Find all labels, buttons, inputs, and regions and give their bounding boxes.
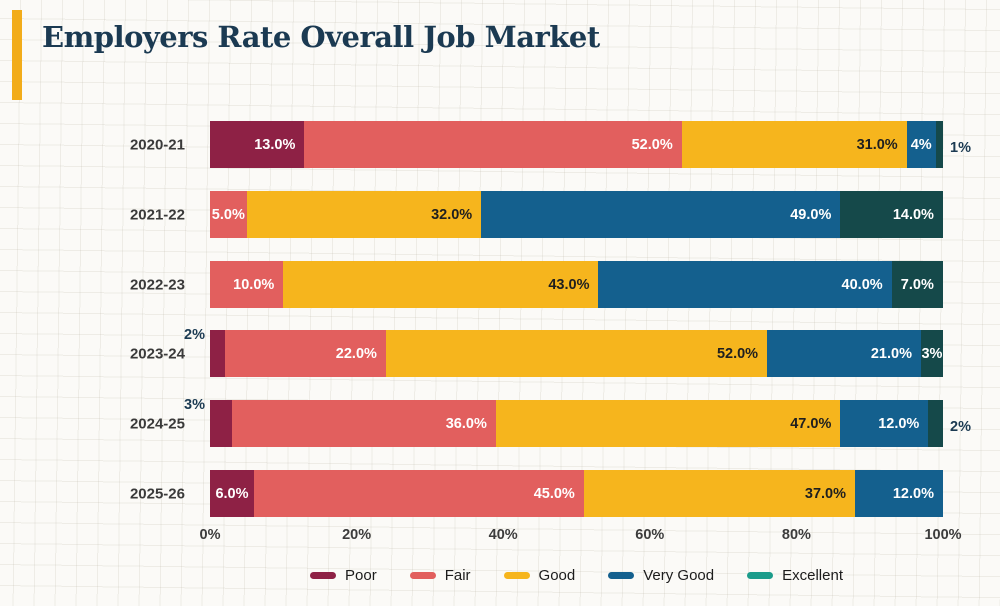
bar-segment-fair: 22.0% bbox=[224, 330, 386, 377]
bar-segment-excellent: 7.0% bbox=[891, 261, 943, 308]
segment-value-label: 6.0% bbox=[215, 485, 249, 502]
bar-row: 2022-23 10.0% 43.0% 40.0% 7.0% bbox=[130, 261, 943, 308]
bar-segment-excellent bbox=[928, 400, 943, 447]
segment-value-label: 5.0% bbox=[211, 206, 245, 223]
legend-item-very-good: Very Good bbox=[608, 567, 714, 584]
bar-segment-poor bbox=[210, 330, 225, 377]
legend-item-poor: Poor bbox=[310, 567, 377, 584]
segment-value-label: 49.0% bbox=[790, 206, 832, 223]
x-axis-tick-label: 20% bbox=[342, 527, 372, 543]
legend-label: Poor bbox=[345, 567, 377, 584]
bar-track: 13.0% 52.0% 31.0% 4% 1% bbox=[210, 121, 971, 168]
x-axis-tick-label: 0% bbox=[199, 527, 221, 543]
legend-item-good: Good bbox=[503, 567, 576, 584]
segment-value-label: 45.0% bbox=[533, 485, 575, 502]
x-axis: 0% 20% 40% 60% 80% 100% bbox=[200, 527, 962, 547]
bar-row: 2023-24 2% 22.0% 52.0% 21.0% 3% bbox=[130, 327, 943, 377]
segment-value-label-outside: 1% bbox=[950, 139, 971, 156]
segment-value-label: 47.0% bbox=[790, 415, 832, 432]
title-accent-bar bbox=[12, 10, 22, 100]
category-label: 2023-24 bbox=[129, 345, 185, 362]
legend-item-fair: Fair bbox=[409, 567, 471, 584]
segment-value-label: 21.0% bbox=[870, 345, 912, 362]
bar-segment-very-good: 12.0% bbox=[855, 470, 943, 517]
segment-value-label: 43.0% bbox=[548, 276, 590, 293]
segment-value-label: 37.0% bbox=[804, 485, 847, 502]
bar-segment-very-good: 21.0% bbox=[767, 330, 921, 377]
segment-value-label: 4% bbox=[910, 136, 932, 153]
bar-track: 3% 36.0% 47.0% 12.0% 2% bbox=[184, 397, 971, 447]
bar-segment-excellent: 3% bbox=[920, 330, 943, 377]
legend-label: Good bbox=[538, 567, 576, 584]
segment-value-label: 3% bbox=[921, 345, 943, 362]
bar-track: 6.0% 45.0% 37.0% 12.0% bbox=[210, 470, 943, 517]
bar-segment-good: 52.0% bbox=[385, 330, 768, 377]
bar-track: 5.0% 32.0% 49.0% 14.0% bbox=[210, 191, 943, 238]
segment-value-label: 40.0% bbox=[841, 276, 883, 293]
x-axis-tick-label: 40% bbox=[488, 527, 518, 543]
bar-track: 10.0% 43.0% 40.0% 7.0% bbox=[210, 261, 943, 308]
bar-segment-poor: 13.0% bbox=[210, 121, 305, 168]
bar-segment-very-good: 40.0% bbox=[598, 261, 892, 308]
legend-swatch-icon bbox=[608, 572, 635, 579]
legend-swatch-icon bbox=[747, 572, 774, 579]
bar-segment-good: 47.0% bbox=[495, 400, 841, 447]
segment-value-label: 14.0% bbox=[892, 206, 934, 223]
segment-value-label-outside: 3% bbox=[184, 397, 205, 413]
bar-segment-fair: 10.0% bbox=[210, 261, 284, 308]
legend-label: Very Good bbox=[643, 567, 715, 584]
category-label: 2025-26 bbox=[129, 485, 185, 502]
chart-legend: Poor Fair Good Very Good Excellent bbox=[210, 567, 943, 584]
category-label: 2022-23 bbox=[129, 276, 185, 293]
segment-value-label: 52.0% bbox=[631, 136, 673, 153]
segment-value-label-outside: 2% bbox=[950, 418, 971, 435]
bar-row: 2021-22 5.0% 32.0% 49.0% 14.0% bbox=[130, 191, 943, 238]
segment-value-label: 36.0% bbox=[445, 415, 487, 432]
segment-value-label-outside: 2% bbox=[184, 327, 205, 343]
x-axis-tick-label: 60% bbox=[635, 527, 665, 543]
legend-label: Fair bbox=[444, 567, 471, 584]
bar-segment-fair: 5.0% bbox=[210, 191, 247, 238]
segment-value-label: 12.0% bbox=[878, 415, 920, 432]
legend-swatch-icon bbox=[310, 572, 336, 579]
legend-label: Excellent bbox=[782, 567, 843, 584]
segment-value-label: 52.0% bbox=[716, 345, 759, 362]
x-axis-tick-label: 80% bbox=[781, 527, 811, 543]
bar-row: 2024-25 3% 36.0% 47.0% 12.0% 2% bbox=[130, 397, 971, 447]
segment-value-label: 13.0% bbox=[254, 136, 296, 153]
bar-segment-excellent: 14.0% bbox=[840, 191, 943, 238]
bar-row: 2020-21 13.0% 52.0% 31.0% 4% 1% bbox=[130, 121, 971, 168]
segment-value-label: 10.0% bbox=[233, 276, 275, 293]
bar-segment-poor: 6.0% bbox=[210, 470, 254, 517]
category-label: 2020-21 bbox=[129, 136, 185, 153]
bar-segment-very-good: 4% bbox=[906, 121, 936, 168]
bar-segment-fair: 52.0% bbox=[304, 121, 682, 168]
bar-segment-very-good: 12.0% bbox=[840, 400, 929, 447]
legend-swatch-icon bbox=[503, 572, 530, 579]
bar-segment-good: 31.0% bbox=[681, 121, 907, 168]
stacked-bar-plot-area: 2020-21 13.0% 52.0% 31.0% 4% 1% 2021-22 5.0% 32.… bbox=[130, 121, 971, 517]
legend-item-excellent: Excellent bbox=[747, 567, 843, 584]
bar-track: 2% 22.0% 52.0% 21.0% 3% bbox=[184, 327, 943, 377]
segment-value-label: 31.0% bbox=[856, 136, 898, 153]
bar-segment-fair: 36.0% bbox=[231, 400, 496, 447]
bar-segment-fair: 45.0% bbox=[253, 470, 584, 517]
segment-value-label: 22.0% bbox=[335, 345, 377, 362]
x-axis-tick-label: 100% bbox=[924, 527, 962, 543]
segment-value-label: 7.0% bbox=[900, 276, 934, 293]
segment-value-label: 12.0% bbox=[892, 485, 934, 502]
category-label: 2024-25 bbox=[129, 415, 185, 432]
bar-segment-poor bbox=[210, 400, 232, 447]
bar-segment-excellent bbox=[935, 121, 943, 168]
chart-title: Employers Rate Overall Job Market bbox=[42, 20, 600, 54]
bar-segment-good: 43.0% bbox=[283, 261, 599, 308]
legend-swatch-icon bbox=[409, 572, 436, 579]
bar-segment-very-good: 49.0% bbox=[481, 191, 841, 238]
bar-row: 2025-26 6.0% 45.0% 37.0% 12.0% bbox=[130, 470, 943, 517]
segment-value-label: 32.0% bbox=[431, 206, 473, 223]
category-label: 2021-22 bbox=[129, 206, 185, 223]
bar-segment-good: 37.0% bbox=[583, 470, 856, 517]
bar-segment-good: 32.0% bbox=[246, 191, 482, 238]
